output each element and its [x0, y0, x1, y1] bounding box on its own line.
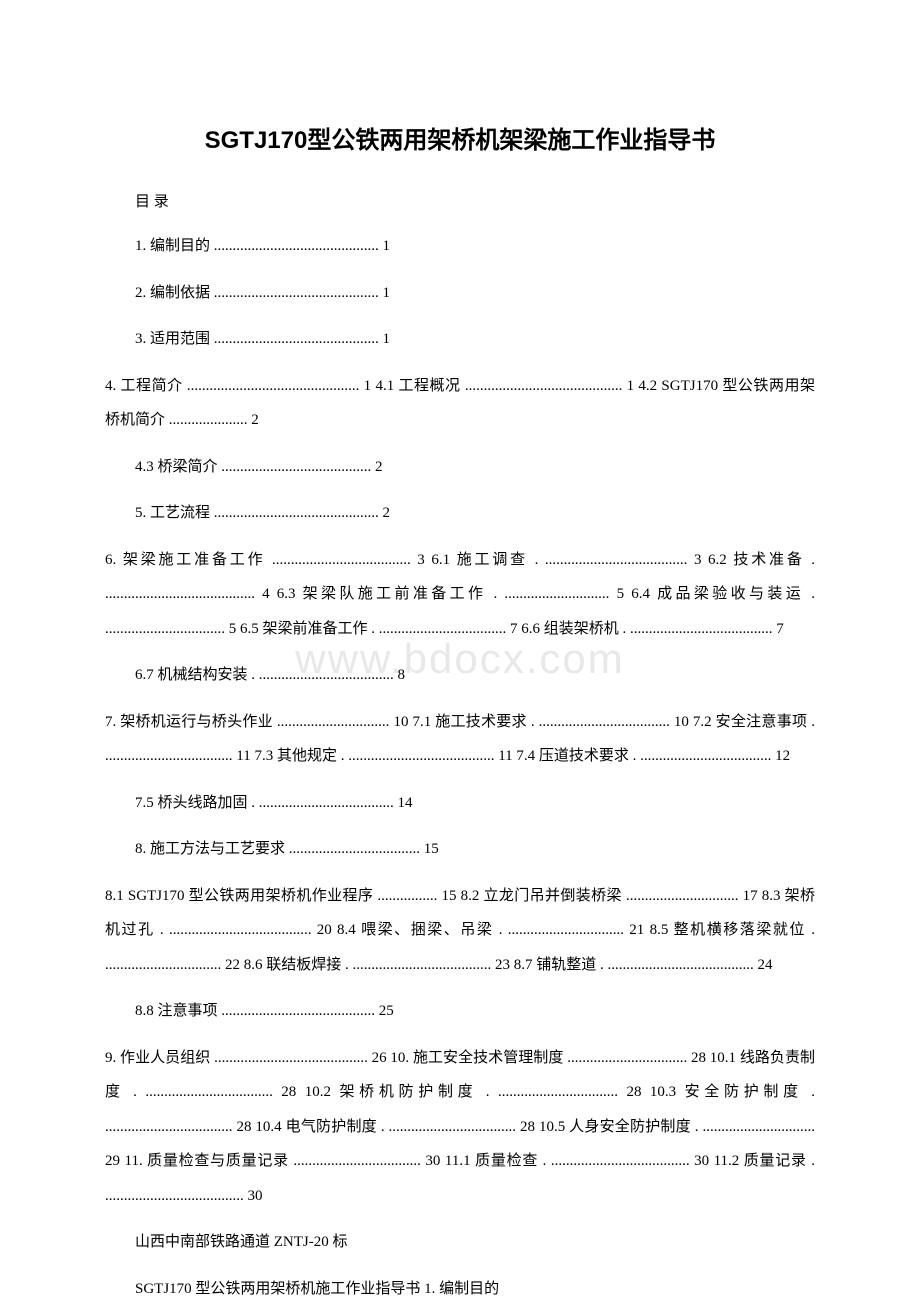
document-title: SGTJ170型公铁两用架桥机架梁施工作业指导书 — [105, 120, 815, 155]
toc-item-2: 2. 编制依据 ................................… — [105, 276, 815, 311]
footer-line-1: 山西中南部铁路通道 ZNTJ-20 标 — [105, 1225, 815, 1260]
document-content: SGTJ170型公铁两用架桥机架梁施工作业指导书 目 录 1. 编制目的 ...… — [105, 120, 815, 1306]
toc-item-9-text: 9. 作业人员组织 ..............................… — [105, 1050, 815, 1204]
toc-item-6-7: 6.7 机械结构安装 . ...........................… — [105, 658, 815, 693]
toc-item-3: 3. 适用范围 ................................… — [105, 322, 815, 357]
toc-item-5: 5. 工艺流程 ................................… — [105, 496, 815, 531]
toc-item-8: 8. 施工方法与工艺要求 ...........................… — [105, 832, 815, 867]
toc-item-8-1-text: 8.1 SGTJ170 型公铁两用架桥机作业程序 ...............… — [105, 888, 815, 973]
toc-item-9: 9. 作业人员组织 ..............................… — [105, 1041, 815, 1214]
toc-item-7-5: 7.5 桥头线路加固 . ...........................… — [105, 786, 815, 821]
toc-item-8-8: 8.8 注意事项 ...............................… — [105, 994, 815, 1029]
toc-label: 目 录 — [105, 190, 815, 211]
toc-item-6: 6. 架梁施工准备工作 ............................… — [105, 543, 815, 647]
toc-item-1: 1. 编制目的 ................................… — [105, 229, 815, 264]
toc-item-4-text: 4. 工程简介 ................................… — [105, 378, 815, 429]
toc-item-4: 4. 工程简介 ................................… — [105, 369, 815, 438]
toc-item-7-text: 7. 架桥机运行与桥头作业 ..........................… — [105, 714, 815, 765]
footer-line-2: SGTJ170 型公铁两用架桥机施工作业指导书 1. 编制目的 — [105, 1272, 815, 1306]
toc-item-7: 7. 架桥机运行与桥头作业 ..........................… — [105, 705, 815, 774]
toc-item-4-3: 4.3 桥梁简介 ...............................… — [105, 450, 815, 485]
toc-item-8-1: 8.1 SGTJ170 型公铁两用架桥机作业程序 ...............… — [105, 879, 815, 983]
toc-item-6-text: 6. 架梁施工准备工作 ............................… — [105, 552, 815, 637]
